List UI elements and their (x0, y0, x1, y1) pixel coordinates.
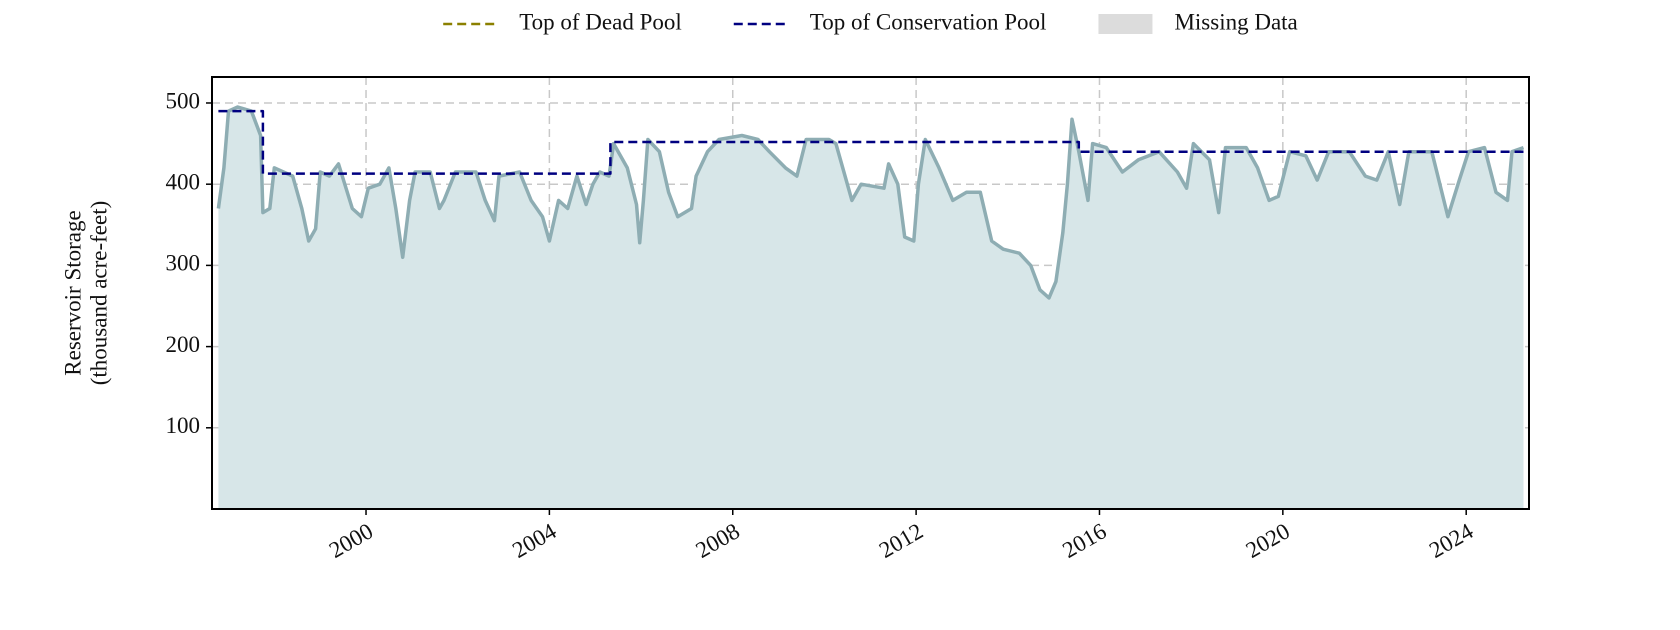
y-tick-label: 200 (166, 332, 201, 357)
y-axis-label: (thousand acre-feet) (86, 201, 111, 386)
y-tick-label: 400 (166, 169, 201, 194)
x-tick-label: 2020 (1242, 518, 1294, 563)
plot-area (216, 105, 1525, 509)
pool-line (218, 109, 1524, 175)
y-tick-label: 300 (166, 251, 201, 276)
legend: Top of Dead Pool Top of Conservation Pool… (443, 9, 1298, 34)
y-axis-label: Reservoir Storage (60, 210, 85, 375)
y-tick-label: 500 (166, 88, 201, 113)
legend-swatch (1098, 14, 1153, 34)
y-tick-label: 100 (166, 413, 201, 438)
legend-label: Top of Conservation Pool (810, 9, 1047, 34)
x-tick-label: 2000 (325, 518, 377, 563)
x-tick-label: 2012 (875, 518, 927, 563)
legend-label: Missing Data (1174, 9, 1297, 34)
x-tick-label: 2008 (692, 518, 744, 563)
x-tick-label: 2024 (1425, 518, 1478, 563)
storage-line (216, 105, 1525, 300)
x-tick-label: 2016 (1058, 518, 1110, 563)
area (218, 107, 1524, 509)
plot-frame (211, 76, 1530, 510)
x-tick-label: 2004 (508, 518, 561, 563)
legend-label: Top of Dead Pool (519, 9, 682, 34)
